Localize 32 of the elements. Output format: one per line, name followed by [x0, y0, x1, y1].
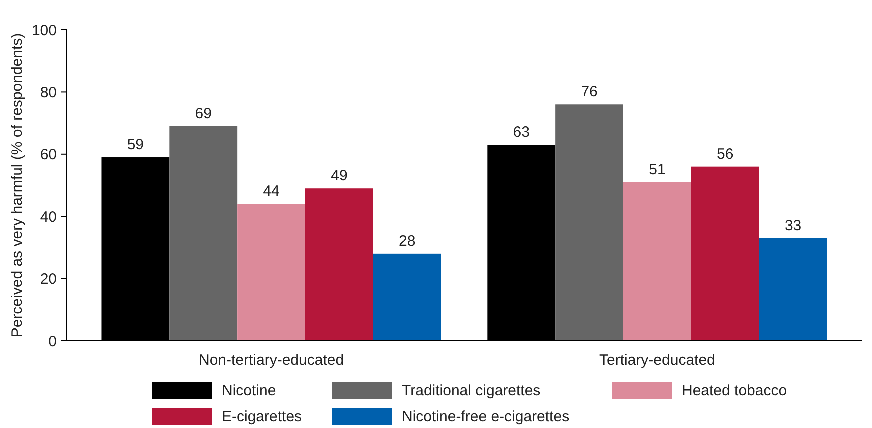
bar: [556, 104, 624, 341]
y-tick-label: 80: [40, 84, 57, 102]
x-tick-label: Non-tertiary-educated: [199, 352, 344, 369]
data-label: 44: [263, 183, 280, 200]
bar: [170, 126, 238, 341]
data-label: 63: [513, 124, 530, 142]
bar: [238, 204, 306, 341]
data-label: 51: [649, 161, 666, 178]
x-tick-label: Tertiary-educated: [600, 352, 716, 369]
y-tick-label: 40: [40, 208, 57, 226]
data-label: 33: [784, 217, 802, 234]
data-label: 49: [331, 168, 348, 185]
legend-label: Nicotine: [222, 382, 276, 400]
bar: [759, 238, 828, 341]
y-tick-label: 60: [40, 146, 57, 164]
data-label: 69: [195, 105, 212, 122]
bar: [624, 182, 692, 341]
y-axis-title: Perceived as very harmful (% of respondents): [9, 33, 26, 338]
data-label: 59: [127, 136, 144, 154]
legend-label: Traditional cigarettes: [402, 382, 541, 400]
data-label: 28: [399, 232, 416, 250]
bar: [691, 166, 760, 341]
y-tick-label: 20: [40, 271, 57, 288]
y-tick-label: 100: [32, 22, 57, 40]
data-label: 56: [717, 146, 734, 163]
bar: [373, 254, 442, 341]
data-label: 76: [581, 84, 598, 101]
legend-label: Heated tobacco: [682, 382, 788, 400]
legend-label: E-cigarettes: [222, 408, 302, 426]
y-tick-label: 0: [48, 333, 57, 350]
bar: [306, 188, 374, 341]
legend-label: Nicotine-free e-cigarettes: [402, 408, 570, 426]
